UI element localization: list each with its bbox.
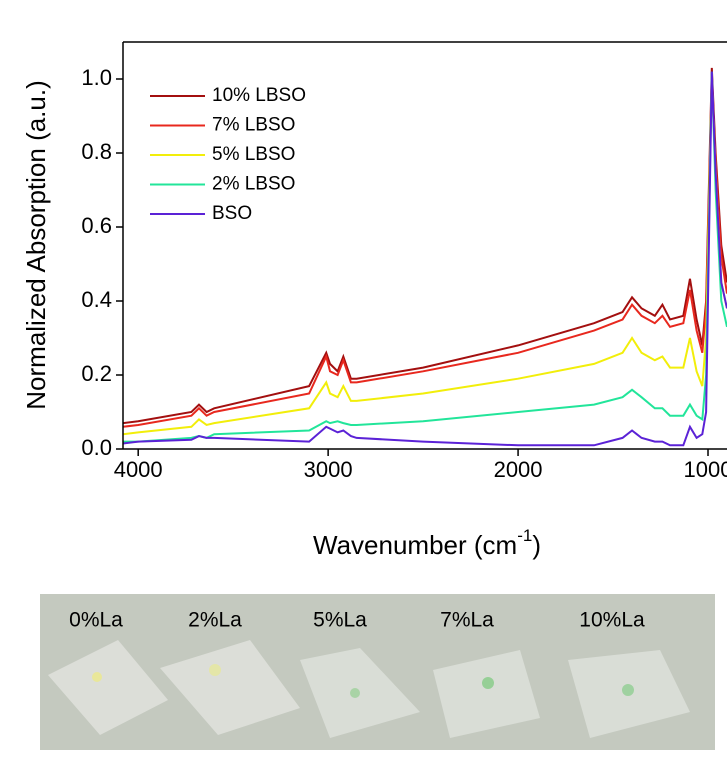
sample [209, 664, 221, 676]
photo-label: 5%La [313, 609, 367, 632]
x-tick-label: 1000 [684, 457, 727, 482]
legend-label: 10% LBSO [212, 85, 306, 106]
sample-bag [48, 640, 168, 735]
plot-lines [123, 67, 727, 447]
x-tick-label: 4000 [114, 457, 163, 482]
photo-label: 2%La [188, 609, 242, 632]
sample [350, 688, 360, 698]
photo-label: 7%La [440, 609, 494, 632]
sample [92, 672, 102, 682]
series-line [123, 82, 727, 428]
y-tick-label: 0.4 [81, 287, 112, 312]
legend-label: BSO [212, 203, 252, 224]
legend-label: 2% LBSO [212, 174, 295, 195]
legend-label: 5% LBSO [212, 144, 295, 165]
y-tick-label: 1.0 [81, 65, 112, 90]
sample [482, 677, 494, 689]
x-axis-label-main: Wavenumber (cm [313, 530, 517, 560]
sample-bag [160, 640, 300, 735]
photo [40, 594, 715, 750]
series-line [123, 71, 727, 447]
photo-label: 0%La [69, 609, 123, 632]
x-tick-label: 3000 [304, 457, 353, 482]
photo-label: 10%La [579, 609, 645, 632]
sample [622, 684, 634, 696]
y-tick-label: 0.2 [81, 361, 112, 386]
x-axis-label-end: ) [532, 530, 541, 560]
legend-label: 7% LBSO [212, 115, 295, 136]
series-line [123, 71, 727, 443]
y-axis-label: Normalized Absorption (a.u.) [21, 80, 51, 409]
y-tick-label: 0.6 [81, 213, 112, 238]
y-tick-label: 0.0 [81, 435, 112, 460]
x-axis-label-sup: -1 [517, 526, 532, 545]
y-tick-label: 0.8 [81, 139, 112, 164]
sample-bag [433, 650, 540, 738]
series-line [123, 75, 727, 436]
x-axis-label: Wavenumber (cm-1) [313, 526, 541, 559]
x-tick-label: 2000 [494, 457, 543, 482]
